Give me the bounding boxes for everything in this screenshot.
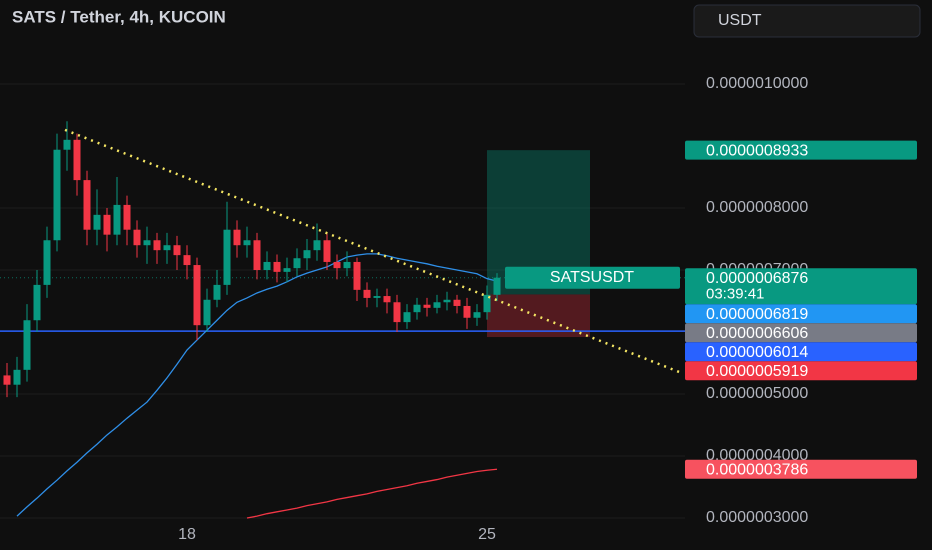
price-label [685,140,917,160]
y-tick-label: 0.0000003000 [706,509,808,526]
candle-body [313,240,321,251]
price-label [685,361,917,381]
candle-body [373,296,381,298]
candle-body [473,312,481,318]
candle-body [403,312,411,323]
currency-button[interactable] [693,4,921,38]
candle-body [443,299,451,303]
candle-body [233,229,241,246]
indicator-line [16,253,498,517]
candle-body [343,261,351,269]
candle-body [123,204,131,230]
candle-body [153,240,161,251]
y-tick-label: 0.0000005000 [706,385,808,402]
candle-body [63,139,71,150]
candle-body [213,284,221,300]
currency-button-label[interactable]: USDT [718,12,762,29]
candle-body [3,375,11,385]
candle-body [103,214,111,235]
candle-body [203,299,211,326]
candle-body [13,369,21,385]
plot [0,121,685,519]
candle-body [363,289,371,298]
price-label-text: 0.0000006014 [706,344,808,361]
candle-body [143,240,151,246]
price-label [685,342,917,362]
candle-body [263,261,271,271]
countdown: 03:39:41 [706,286,764,303]
price-label-text: 0.0000008933 [706,142,808,159]
y-tick-label: 0.0000010000 [706,75,808,92]
y-tick-label: 0.0000008000 [706,199,808,216]
trendline [64,128,681,374]
candle-body [493,277,501,295]
candle-body [483,294,491,313]
candle-body [133,229,141,246]
price-label [685,304,917,324]
candle-body [23,320,31,370]
candle-body [453,299,461,306]
candle-body [43,240,51,285]
price-label [685,459,917,479]
candle-body [193,265,201,326]
indicator-line [246,468,498,519]
candle-body [293,258,301,269]
candle-body [273,261,281,272]
candle-body [243,240,251,246]
candle-body [223,229,231,285]
chart-title: SATS / Tether, 4h, KUCOIN [12,7,226,26]
candle-body [183,255,191,266]
symbol-tag [505,266,680,289]
x-tick-label: 18 [178,526,196,543]
candle-body [283,268,291,272]
candle-body [393,302,401,323]
price-label-text: 0.0000005919 [706,363,808,380]
candle-body [73,139,81,181]
candle-body [413,304,421,313]
price-label [685,323,917,343]
candle-body [353,261,361,290]
candle-body [173,245,181,256]
x-tick-label: 25 [478,526,496,543]
candle-body [333,261,341,269]
candle-body [93,214,101,230]
candle-body [253,240,261,271]
candle-body [53,149,61,241]
candle-body [433,302,441,308]
candle-body [423,304,431,308]
candle-body [83,180,91,230]
candle-body [113,204,121,235]
grid [0,83,685,519]
position-stop-zone [487,294,590,338]
symbol-tag-label: SATSUSDT [550,269,634,286]
candle-body [383,296,391,303]
candle-body [323,240,331,262]
price-label-text: 0.0000003786 [706,462,808,479]
price-label-text: 0.0000006876 [706,270,808,287]
price-label-text: 0.0000006606 [706,325,808,342]
candle-body [303,250,311,259]
candle-body [163,245,171,251]
price-label-text: 0.0000006819 [706,306,808,323]
candle-body [33,284,41,321]
price-label [685,268,917,305]
candle-body [463,305,471,318]
